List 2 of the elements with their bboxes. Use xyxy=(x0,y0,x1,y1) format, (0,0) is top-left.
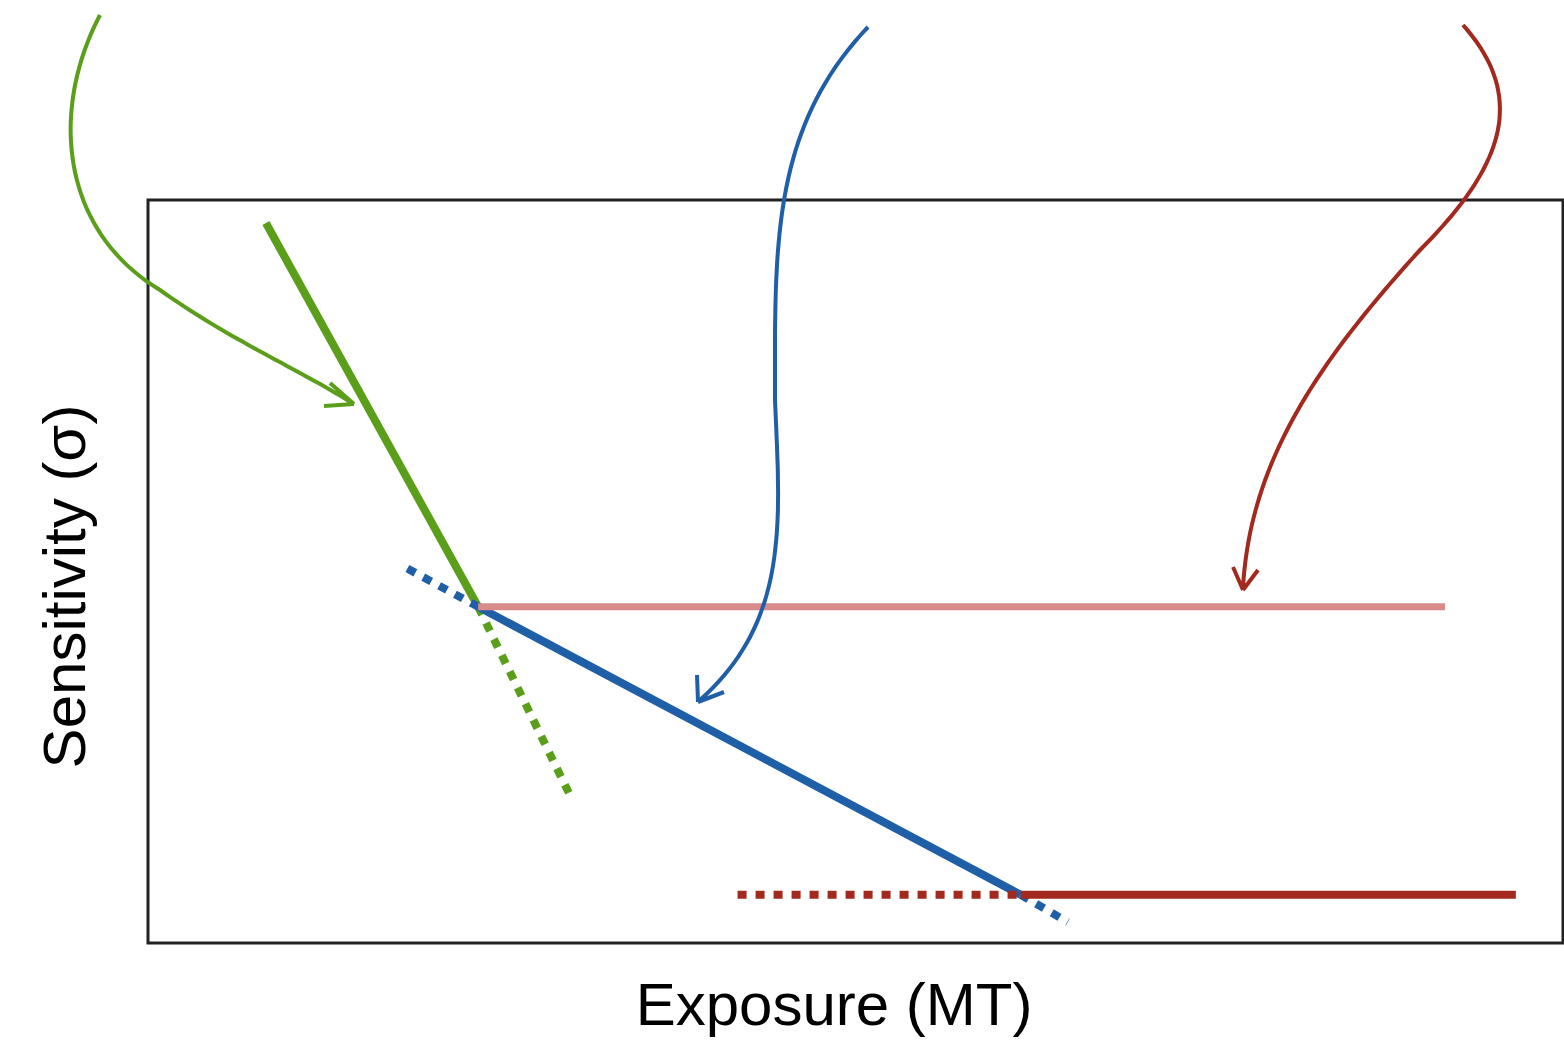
y-axis-title: Sensitivity (σ) xyxy=(31,404,98,769)
x-axis-title: Exposure (MT) xyxy=(635,971,1033,1038)
